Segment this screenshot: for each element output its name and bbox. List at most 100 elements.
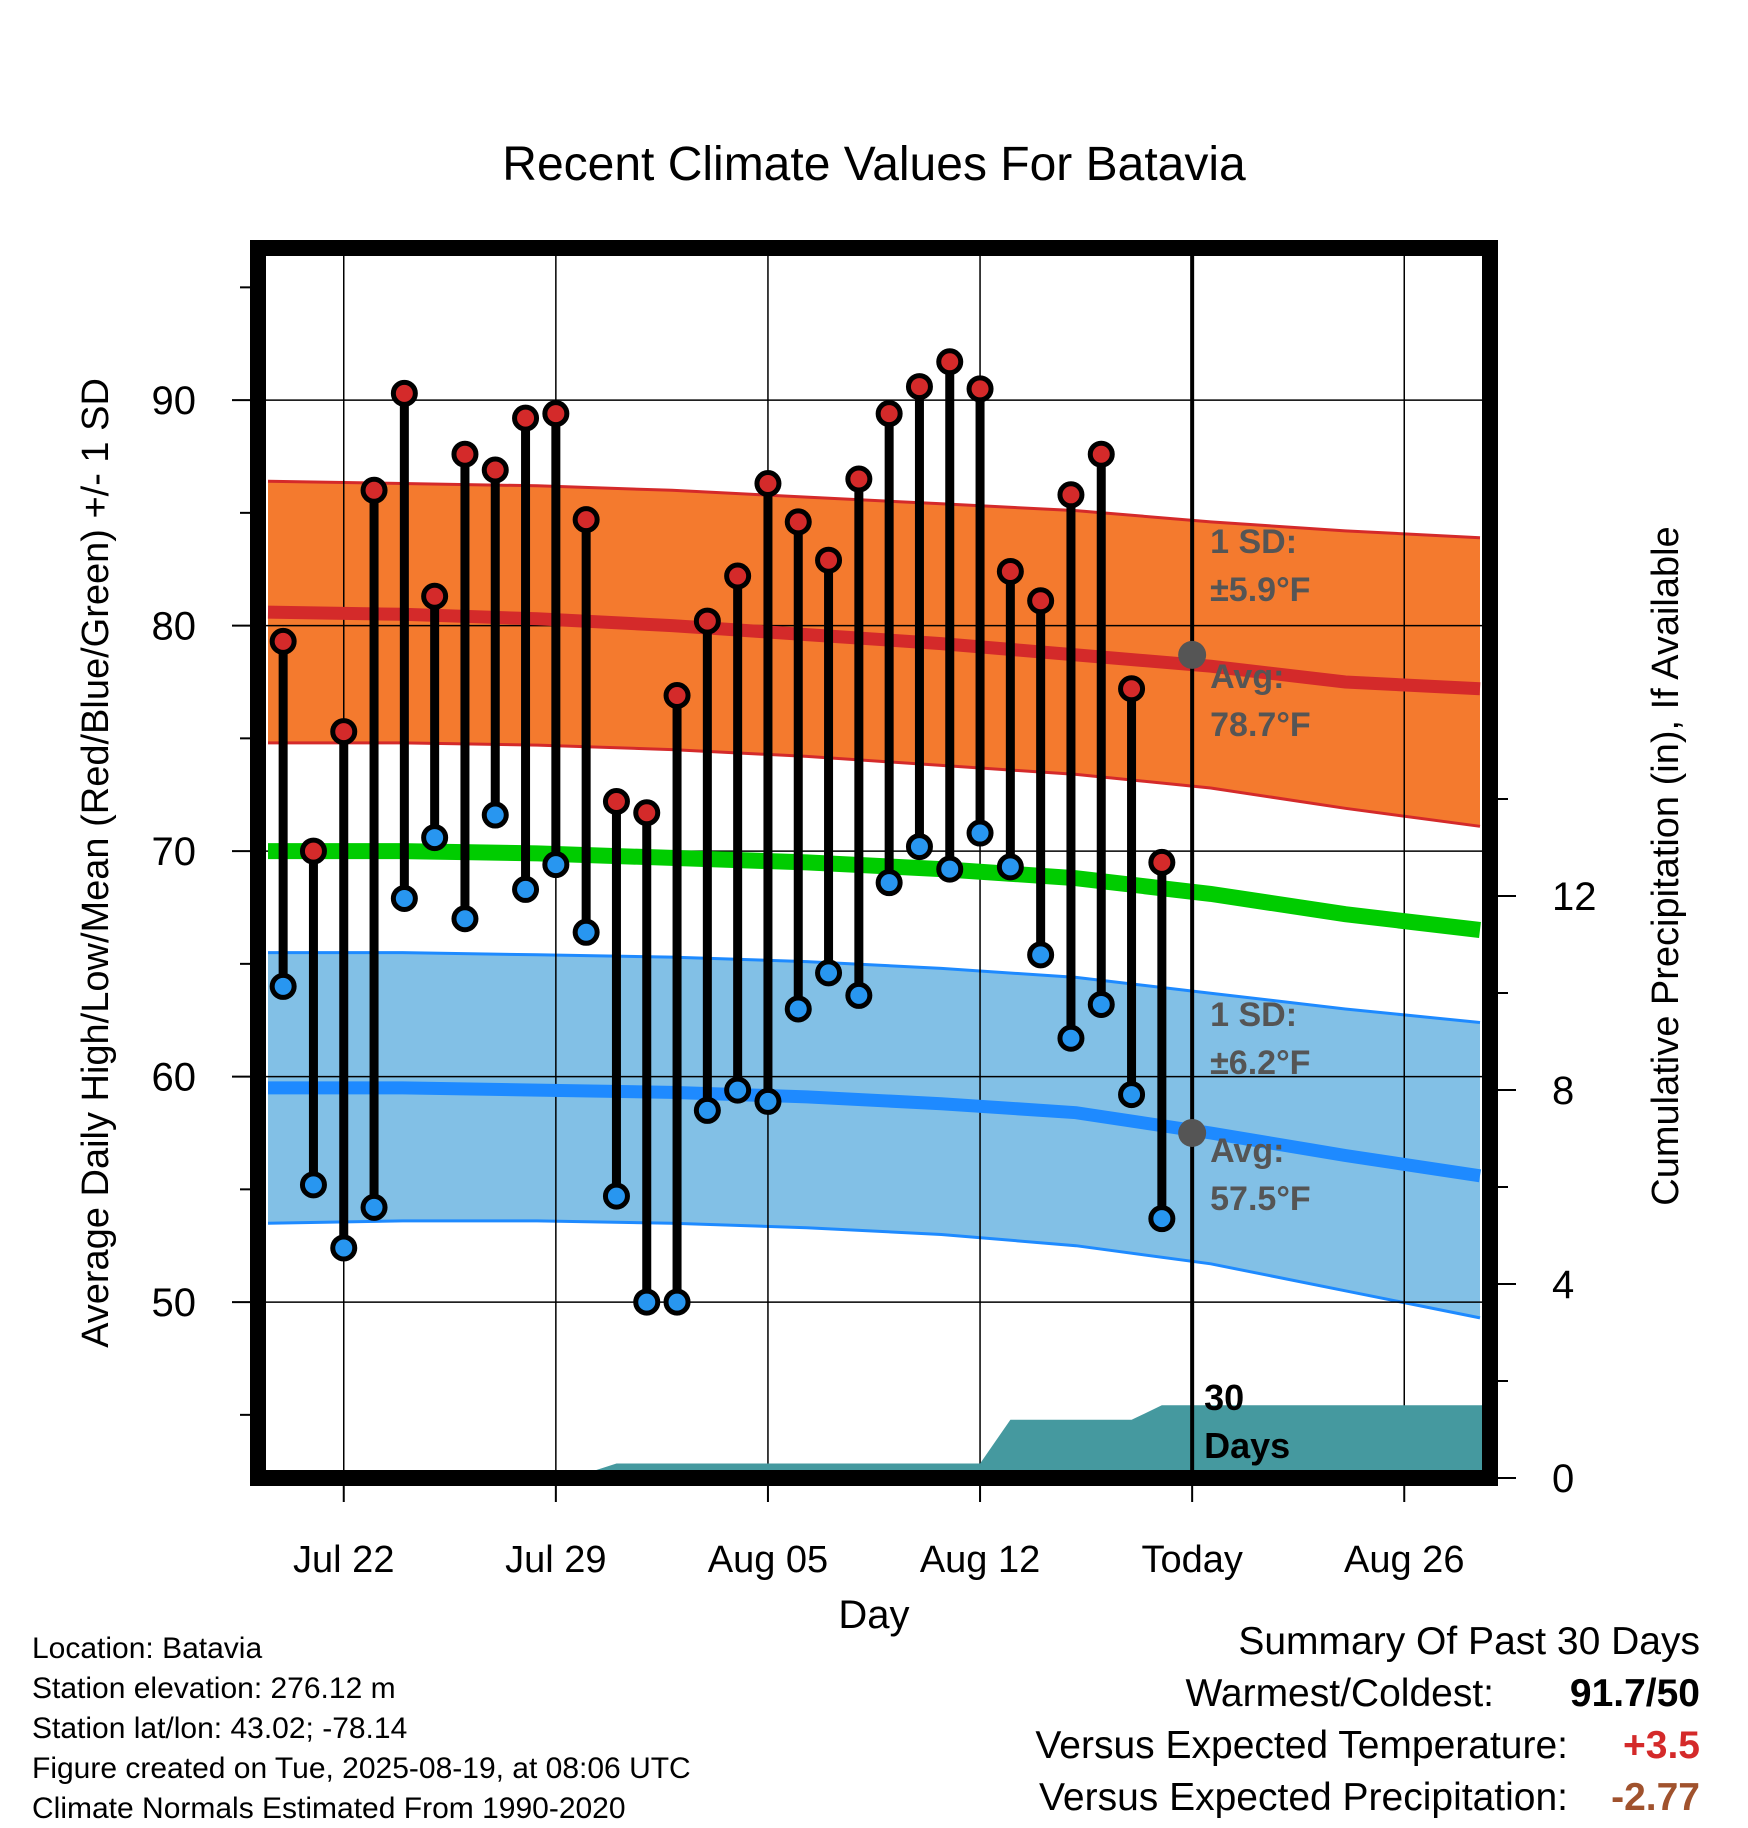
today-days-label: 30 Days xyxy=(1204,1377,1290,1466)
low-point xyxy=(875,869,903,897)
low-point xyxy=(966,819,994,847)
low-sd-band xyxy=(268,952,1480,1318)
normal-lines xyxy=(267,605,1481,1183)
high-point xyxy=(966,375,994,403)
high-point xyxy=(512,404,540,432)
x-tick-label: Aug 12 xyxy=(920,1539,1040,1581)
today-high-avg-dot xyxy=(1178,640,1207,669)
chart-title: Recent Climate Values For Batavia xyxy=(502,138,1246,191)
x-axis: Jul 22 Jul 29 Aug 05 Aug 12 Today Aug 26 xyxy=(293,1484,1464,1581)
y-tick-label: 50 xyxy=(152,1281,197,1325)
low-point xyxy=(390,884,418,912)
high-sd-band xyxy=(268,481,1480,827)
mean-normal-line xyxy=(268,843,1481,938)
left-axis: 50 60 70 80 90 xyxy=(152,286,250,1416)
annotation-low-sd: ±6.2°F xyxy=(1210,1044,1310,1082)
high-point xyxy=(784,508,812,536)
low-point xyxy=(784,995,812,1023)
y-tick-label: 70 xyxy=(152,830,197,874)
precipitation-area xyxy=(283,1405,1490,1478)
annotation-high-sd: ±5.9°F xyxy=(1210,571,1310,609)
annotation-high-avg: Avg: xyxy=(1210,658,1284,696)
y2-tick-label: 8 xyxy=(1552,1069,1574,1113)
high-sd-lower-edge xyxy=(268,741,1481,828)
high-point xyxy=(663,682,691,710)
low-point xyxy=(936,855,964,883)
x-tick-label: Aug 05 xyxy=(708,1539,828,1581)
high-point xyxy=(481,456,509,484)
footer-elevation: Station elevation: 276.12 m xyxy=(32,1672,396,1705)
plot-frame xyxy=(250,240,1498,1486)
low-point xyxy=(330,1234,358,1262)
annotation-high-sd: 1 SD: xyxy=(1210,523,1297,561)
high-point xyxy=(299,837,327,865)
y-tick-label: 60 xyxy=(152,1056,197,1100)
low-point xyxy=(996,853,1024,881)
low-point xyxy=(633,1288,661,1316)
low-point xyxy=(481,801,509,829)
annotation-low-avg: 57.5°F xyxy=(1210,1180,1311,1218)
high-normal-line xyxy=(267,605,1481,696)
high-point xyxy=(905,373,933,401)
footer-location: Location: Batavia xyxy=(32,1632,263,1665)
low-point xyxy=(269,972,297,1000)
low-point xyxy=(663,1288,691,1316)
low-point xyxy=(542,851,570,879)
low-point xyxy=(1148,1205,1176,1233)
low-sd-lower-edge xyxy=(267,1219,1481,1320)
high-point xyxy=(1087,440,1115,468)
high-point xyxy=(1118,675,1146,703)
high-point xyxy=(1148,848,1176,876)
low-point xyxy=(815,959,843,987)
x-tick-label: Jul 22 xyxy=(293,1539,394,1581)
low-point xyxy=(512,875,540,903)
high-point xyxy=(330,718,358,746)
low-point xyxy=(1118,1081,1146,1109)
y-tick-label: 80 xyxy=(152,605,197,649)
footer-normals: Climate Normals Estimated From 1990-2020 xyxy=(32,1792,626,1825)
high-point xyxy=(602,787,630,815)
summary-precip-label: Versus Expected Precipitation: xyxy=(1039,1776,1568,1819)
high-point xyxy=(754,470,782,498)
high-point xyxy=(360,476,388,504)
today-label-line: 30 xyxy=(1204,1377,1244,1418)
annotation-high-avg: 78.7°F xyxy=(1210,706,1311,744)
high-point xyxy=(421,582,449,610)
x-axis-label: Day xyxy=(838,1593,909,1637)
low-point xyxy=(602,1182,630,1210)
high-point xyxy=(996,557,1024,585)
daily-points xyxy=(269,348,1176,1316)
high-point xyxy=(815,546,843,574)
normal-annotations: 1 SD: ±5.9°F Avg: 78.7°F 1 SD: ±6.2°F Avg: 57.5… xyxy=(1178,523,1311,1218)
high-point xyxy=(845,465,873,493)
y2-tick-label: 4 xyxy=(1552,1263,1574,1307)
high-point xyxy=(572,506,600,534)
precip-area xyxy=(283,1405,1490,1478)
y-tick-label: 90 xyxy=(152,379,197,423)
daily-range-stems xyxy=(278,361,1167,1303)
low-point xyxy=(693,1096,721,1124)
summary-title: Summary Of Past 30 Days xyxy=(1238,1620,1700,1663)
normal-bands xyxy=(267,479,1481,1320)
low-point xyxy=(845,981,873,1009)
high-point xyxy=(1027,587,1055,615)
high-point xyxy=(633,799,661,827)
y-axis-label: Average Daily High/Low/Mean (Red/Blue/Gr… xyxy=(75,378,117,1348)
x-tick-label: Jul 29 xyxy=(505,1539,606,1581)
low-point xyxy=(421,824,449,852)
low-point xyxy=(724,1076,752,1104)
summary-temp-value: +3.5 xyxy=(1623,1724,1700,1767)
high-sd-upper-edge xyxy=(267,479,1481,540)
low-point xyxy=(451,905,479,933)
low-point xyxy=(1087,990,1115,1018)
low-normal-line xyxy=(268,1081,1481,1183)
annotation-low-avg: Avg: xyxy=(1210,1132,1284,1170)
low-point xyxy=(905,833,933,861)
low-point xyxy=(1057,1024,1085,1052)
y2-tick-label: 0 xyxy=(1552,1457,1574,1501)
y2-axis-label: Cumulative Precipitation (in), If Availa… xyxy=(1645,526,1687,1205)
footer-created: Figure created on Tue, 2025-08-19, at 08… xyxy=(32,1752,691,1785)
y2-tick-label: 12 xyxy=(1552,875,1597,919)
x-tick-label: Today xyxy=(1141,1539,1242,1581)
